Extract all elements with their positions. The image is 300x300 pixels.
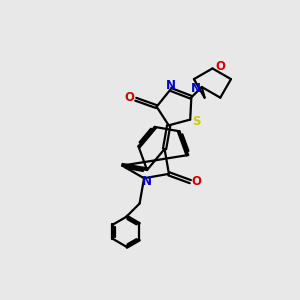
Text: N: N (191, 82, 201, 95)
Text: S: S (193, 116, 201, 128)
Text: N: N (141, 175, 152, 188)
Text: O: O (216, 61, 226, 74)
Text: O: O (124, 91, 134, 104)
Text: N: N (166, 79, 176, 92)
Text: O: O (192, 175, 202, 188)
